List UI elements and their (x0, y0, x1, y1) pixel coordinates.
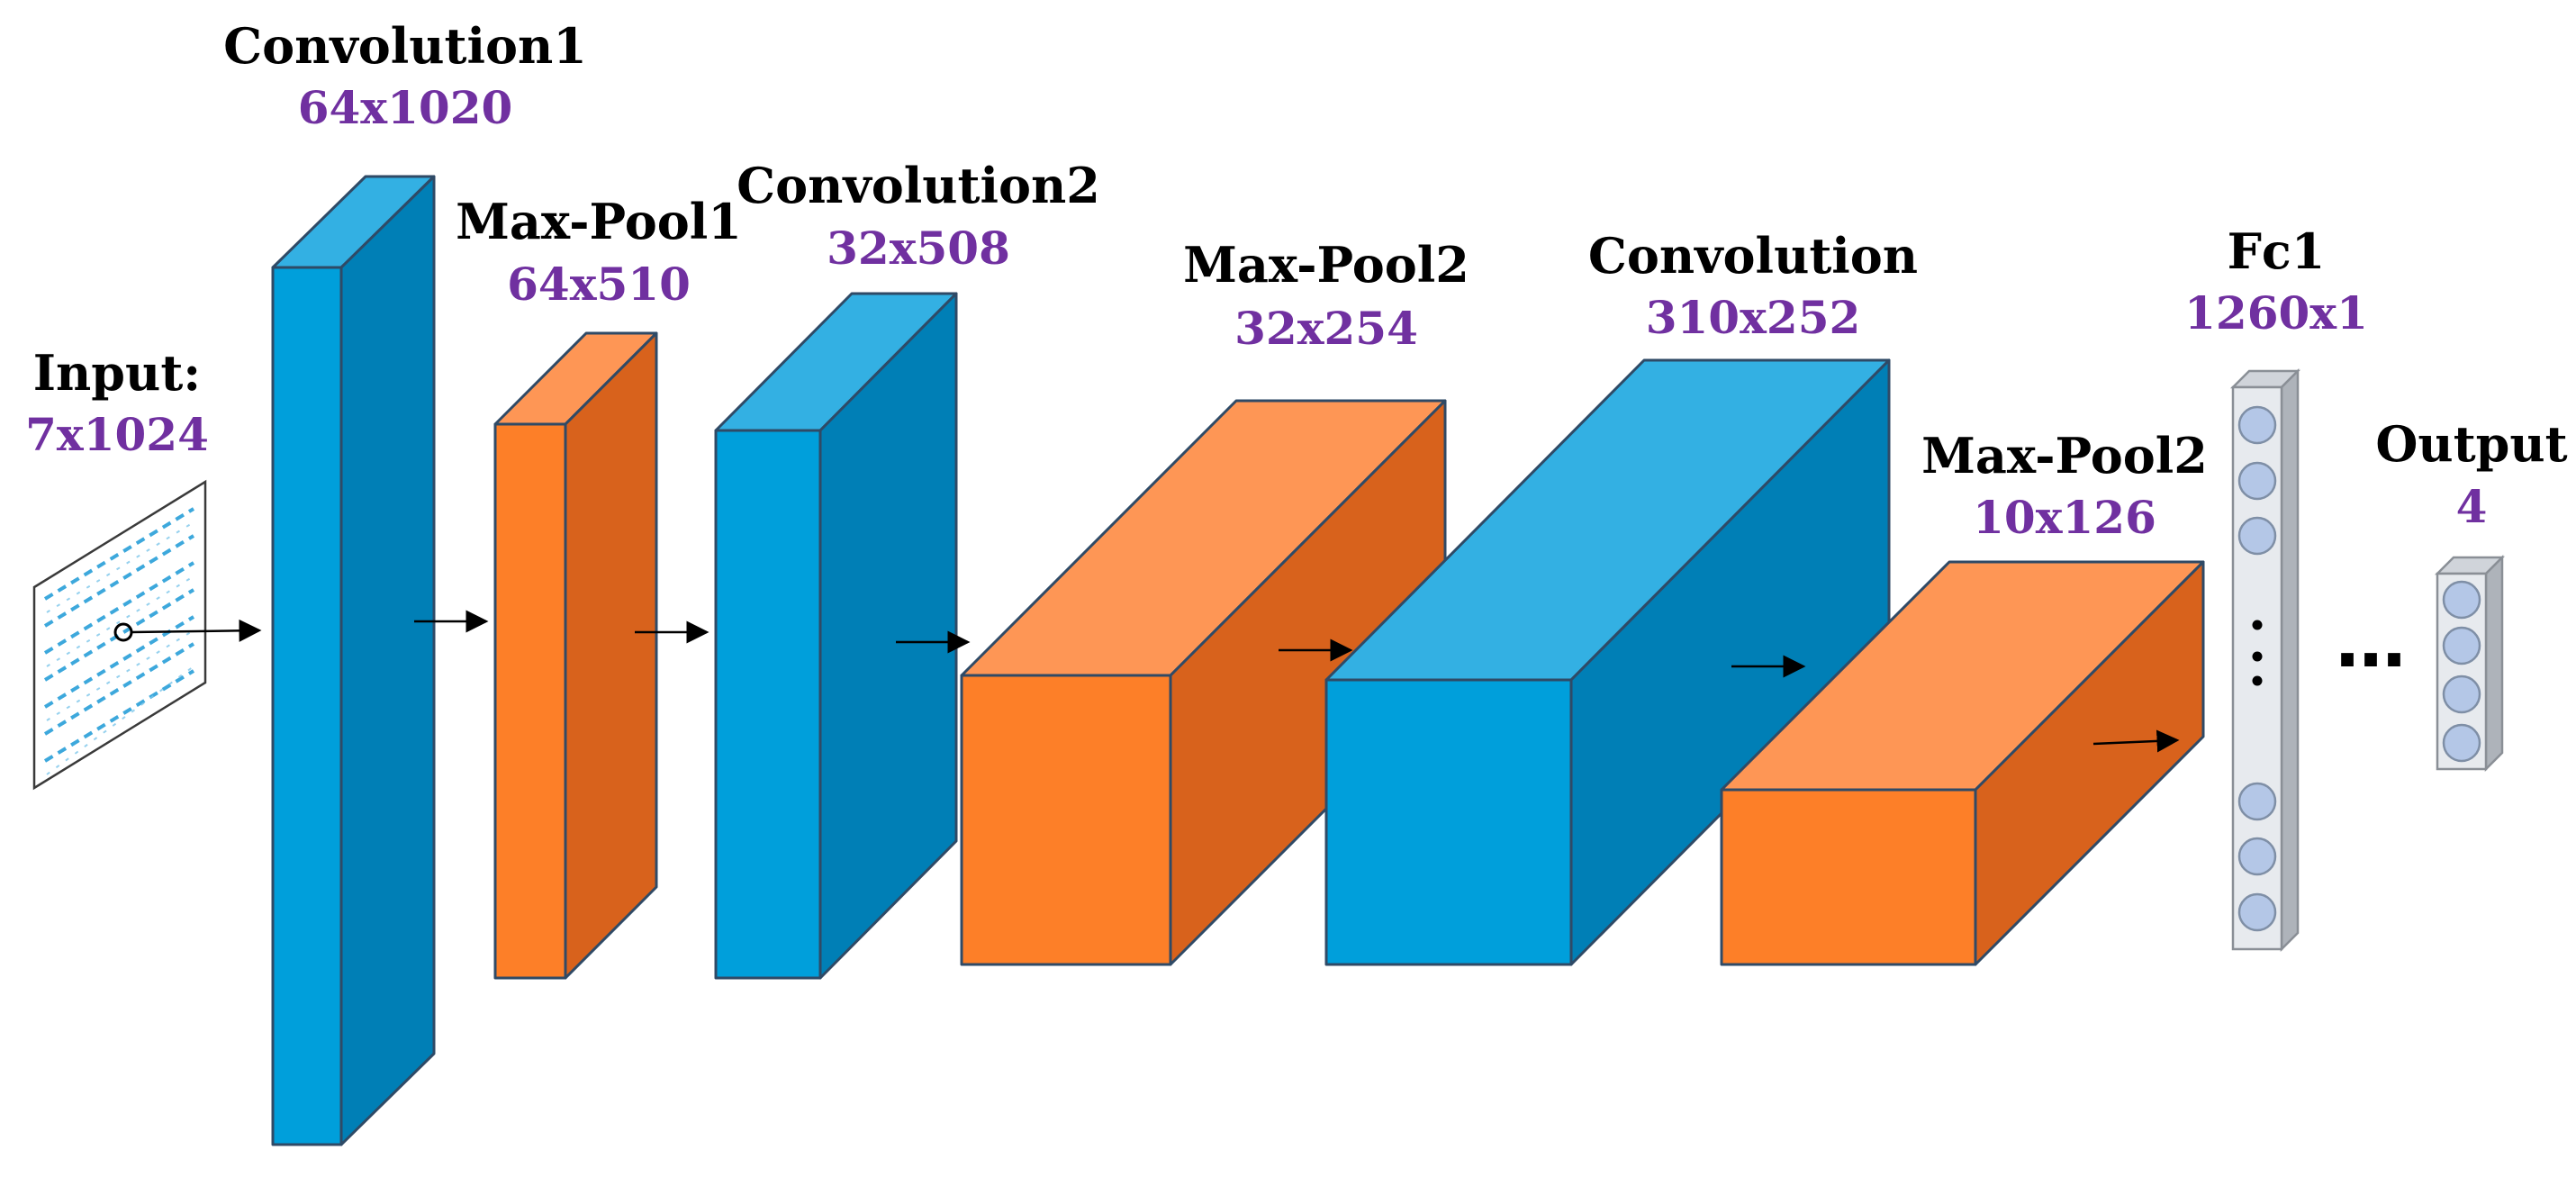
pool3-front-face (1720, 788, 1977, 966)
arrow-input-conv1 (131, 619, 262, 642)
input-dims: 7x1024 (25, 408, 209, 461)
conv2-label: Convolution2 (737, 157, 1100, 214)
block-conv1 (271, 175, 436, 1146)
block-pool3 (1720, 560, 2205, 966)
input-label: Input: (33, 344, 201, 402)
pool3-dims: 10x126 (1973, 491, 2156, 544)
output-dims: 4 (2456, 480, 2488, 533)
fc1-node (2237, 892, 2277, 932)
fc1-dims: 1260x1 (2184, 286, 2368, 340)
fc1-label: Fc1 (2228, 222, 2326, 280)
block-pool1 (493, 331, 658, 980)
conv2-front-face (714, 429, 822, 980)
pool1-side-face (564, 331, 658, 980)
arrow-pool3-fc1 (2092, 729, 2180, 753)
layer-ellipsis: … (2336, 602, 2406, 684)
fc1-node (2237, 837, 2277, 876)
pool3-label: Max-Pool2 (1921, 427, 2208, 484)
layer-labels: Input: 7x1024 Convolution1 64x1020 Max-P… (25, 17, 2568, 544)
fc1-side-face (2280, 367, 2300, 953)
output-node (2442, 626, 2481, 665)
fc1-column (2229, 367, 2301, 953)
output-column (2434, 554, 2506, 773)
fc1-node (2237, 461, 2277, 501)
connection-arrows (131, 610, 2180, 753)
output-label: Output (2375, 415, 2567, 473)
conv3-label: Convolution (1588, 227, 1918, 285)
pool2-dims: 32x254 (1234, 302, 1418, 355)
fc1-vertical-dot (2252, 675, 2263, 686)
conv1-side-face (339, 175, 436, 1146)
pool1-dims: 64x510 (507, 258, 691, 311)
pool1-label: Max-Pool1 (456, 193, 742, 250)
output-side-face (2484, 554, 2504, 773)
conv3-front-face (1324, 678, 1573, 966)
pool1-front-face (493, 422, 567, 980)
output-node (2442, 675, 2481, 714)
conv3-dims: 310x252 (1646, 291, 1861, 344)
fc1-node (2237, 516, 2277, 556)
fc1-vertical-dot (2252, 620, 2263, 630)
conv1-label: Convolution1 (223, 17, 587, 75)
pool2-front-face (960, 674, 1172, 966)
output-node (2442, 723, 2481, 763)
output-node (2442, 580, 2481, 620)
fc1-node (2237, 782, 2277, 821)
block-conv3 (1324, 358, 1891, 966)
fc1-vertical-dot (2252, 651, 2263, 662)
input-feature-map (32, 479, 207, 791)
conv1-front-face (271, 266, 343, 1146)
fc1-node (2237, 405, 2277, 445)
conv2-dims: 32x508 (827, 222, 1010, 275)
conv1-dims: 64x1020 (298, 81, 513, 134)
block-pool2 (960, 399, 1447, 966)
block-conv2 (714, 292, 958, 980)
pool2-label: Max-Pool2 (1183, 236, 1469, 294)
